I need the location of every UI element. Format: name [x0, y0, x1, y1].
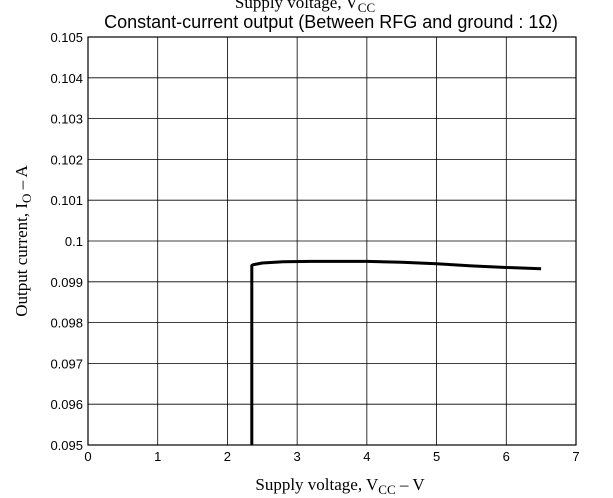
x-tick-label: 6 [503, 449, 510, 464]
y-tick-label: 0.099 [50, 275, 83, 290]
plot-frame [87, 36, 577, 446]
x-tick-label: 3 [294, 449, 301, 464]
y-axis-label: Output current, IO – A [12, 165, 34, 317]
y-tick-label: 0.096 [50, 397, 83, 412]
y-tick-label: 0.102 [50, 152, 83, 167]
x-tick-label: 2 [224, 449, 231, 464]
y-tick-label: 0.1 [65, 234, 83, 249]
y-tick-labels: 0.095 0.096 0.097 0.098 0.099 0.1 0.101 0.102 0.… [50, 30, 83, 453]
x-tick-label: 4 [363, 449, 370, 464]
y-tick-label: 0.101 [50, 193, 83, 208]
gridlines [88, 37, 576, 445]
x-tick-label: 1 [154, 449, 161, 464]
x-tick-label: 7 [572, 449, 579, 464]
y-tick-label: 0.095 [50, 438, 83, 453]
y-tick-label: 0.097 [50, 356, 83, 371]
series-line [250, 259, 542, 445]
chart-title: Constant-current output (Between RFG and… [104, 12, 558, 32]
y-tick-label: 0.098 [50, 316, 83, 331]
y-tick-label: 0.103 [50, 112, 83, 127]
y-tick-label: 0.105 [50, 30, 83, 45]
x-axis-label: Supply voltage, VCC – V [255, 475, 425, 497]
x-tick-labels: 0 1 2 3 4 5 6 7 [84, 449, 579, 464]
data-series [250, 259, 542, 445]
chart-top-cropped-label: Supply voltage, VCC [235, 0, 375, 15]
x-tick-label: 5 [433, 449, 440, 464]
y-tick-label: 0.104 [50, 71, 83, 86]
x-tick-label: 0 [84, 449, 91, 464]
